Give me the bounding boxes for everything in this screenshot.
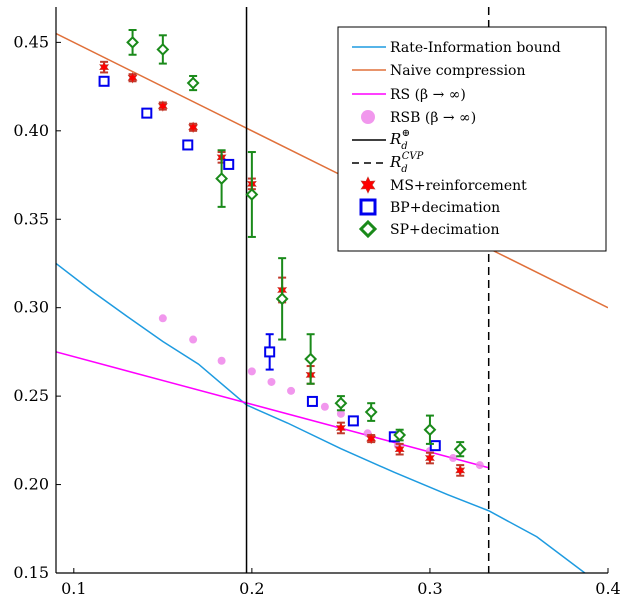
legend-swatch bbox=[361, 110, 375, 124]
sp-point bbox=[423, 423, 437, 437]
x-tick-label: 0.1 bbox=[61, 579, 86, 598]
bp-point bbox=[264, 346, 276, 358]
rsb-point bbox=[158, 314, 167, 323]
sp-point bbox=[453, 442, 467, 456]
series-line-naive bbox=[56, 32, 608, 309]
legend-label-base: R bbox=[389, 153, 401, 171]
rsb-point bbox=[320, 402, 329, 411]
series-line-rs bbox=[56, 351, 489, 469]
legend-item-sp: SP+decimation bbox=[358, 219, 499, 239]
ms-point bbox=[366, 432, 377, 445]
legend: Rate-Information bound Naive compression R… bbox=[337, 26, 607, 252]
bp-point bbox=[141, 107, 153, 119]
legend-item-ms: MS+reinforcement bbox=[360, 176, 527, 194]
rsb-point bbox=[475, 461, 484, 470]
sp-point bbox=[334, 396, 348, 410]
legend-label: Rate-Information bound bbox=[390, 40, 561, 56]
y-tick-label: 0.35 bbox=[13, 209, 49, 228]
legend-item-rs: RS (β → ∞) bbox=[352, 87, 466, 103]
x-tick-label: 0.3 bbox=[417, 579, 442, 598]
sp-point bbox=[126, 35, 139, 49]
y-tick-label: 0.15 bbox=[13, 563, 49, 582]
ms-point bbox=[425, 452, 435, 464]
ms-point bbox=[99, 61, 110, 73]
sp-point bbox=[215, 172, 229, 185]
legend-item-rcvp: Rd CVP bbox=[352, 151, 424, 175]
sp-point bbox=[275, 292, 289, 306]
sp-point bbox=[186, 76, 200, 90]
x-tick-label: 0.4 bbox=[595, 579, 620, 598]
legend-item-naive: Naive compression bbox=[352, 63, 526, 79]
legend-label: Rd CVP bbox=[389, 151, 424, 175]
ms-point bbox=[335, 422, 346, 434]
legend-item-rate: Rate-Information bound bbox=[352, 40, 561, 56]
legend-label-sup: CVP bbox=[402, 151, 424, 162]
legend-item-rsb: RSB (β → ∞) bbox=[361, 110, 476, 126]
y-tick-label: 0.20 bbox=[13, 475, 49, 494]
legend-label-sup: ⊕ bbox=[402, 128, 410, 139]
rsb-point bbox=[247, 367, 256, 376]
legend-swatch bbox=[360, 176, 376, 194]
legend-label-sub: d bbox=[401, 141, 407, 152]
plot-content bbox=[56, 7, 608, 573]
bp-point bbox=[429, 440, 441, 452]
sp-point bbox=[364, 405, 378, 419]
legend-item-rplus: Rd ⊕ bbox=[352, 128, 410, 152]
ms-point bbox=[394, 443, 405, 455]
legend-label: Naive compression bbox=[390, 63, 526, 79]
legend-swatch bbox=[358, 219, 378, 239]
sp-point bbox=[245, 188, 259, 201]
rsb-point bbox=[217, 356, 226, 365]
sp-point bbox=[304, 352, 318, 366]
legend-label: SP+decimation bbox=[390, 222, 499, 238]
ms-point bbox=[157, 100, 168, 112]
y-tick-label: 0.40 bbox=[13, 121, 49, 140]
legend-swatch bbox=[359, 198, 377, 216]
legend-label: Rd ⊕ bbox=[389, 128, 410, 152]
legend-label-base: R bbox=[389, 130, 401, 148]
y-tick-label: 0.45 bbox=[13, 32, 49, 51]
bp-point bbox=[223, 158, 235, 170]
y-tick-label: 0.25 bbox=[13, 386, 49, 405]
rsb-point bbox=[449, 454, 458, 463]
ms-point bbox=[188, 121, 199, 133]
legend-item-bp: BP+decimation bbox=[359, 198, 500, 216]
plot-area bbox=[56, 7, 608, 573]
legend-label: RS (β → ∞) bbox=[390, 87, 466, 103]
sp-point bbox=[393, 428, 407, 442]
legend-label: RSB (β → ∞) bbox=[390, 110, 476, 126]
legend-label: MS+reinforcement bbox=[390, 178, 527, 194]
rsb-point bbox=[287, 386, 296, 395]
series-line-rate-information bbox=[56, 262, 586, 573]
rsb-point bbox=[336, 409, 345, 418]
x-tick-label: 0.2 bbox=[239, 579, 264, 598]
y-tick-label: 0.30 bbox=[13, 298, 49, 317]
bp-point bbox=[182, 139, 194, 151]
legend-label-sub: d bbox=[401, 164, 407, 175]
axes: 0.1 0.2 0.3 0.4 0.15 0.20 0.25 0.30 0.35 0.40 0.45 bbox=[13, 7, 621, 598]
legend-label: BP+decimation bbox=[390, 200, 500, 216]
ms-point bbox=[127, 72, 138, 84]
bp-point bbox=[347, 415, 359, 427]
bp-point bbox=[98, 75, 110, 87]
rsb-point bbox=[189, 335, 198, 344]
rsb-point bbox=[267, 377, 276, 386]
sp-point bbox=[156, 43, 170, 56]
bp-point bbox=[306, 395, 318, 407]
legend-box bbox=[337, 26, 607, 252]
ms-point bbox=[455, 464, 466, 477]
